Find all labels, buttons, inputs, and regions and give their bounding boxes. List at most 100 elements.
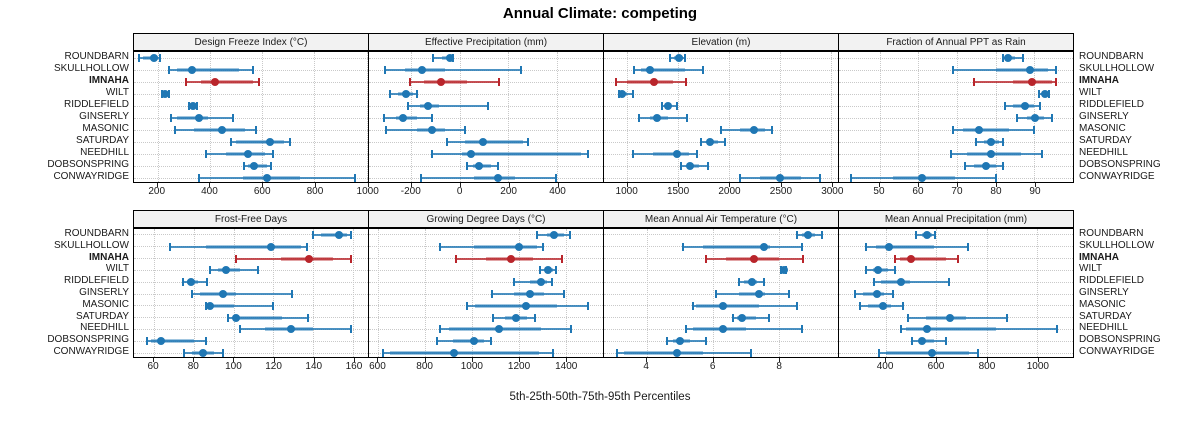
site-label-right: MASONIC (1079, 298, 1126, 310)
gridline-vertical (729, 52, 731, 182)
whisker-cap (892, 290, 895, 298)
gridline-vertical (366, 52, 368, 182)
whisker-cap (660, 102, 663, 110)
whisker-cap (466, 162, 469, 170)
median-dot (653, 114, 662, 122)
iqr-band-25-75 (739, 292, 766, 296)
iqr-band-25-75 (232, 315, 283, 320)
whisker-cap (1039, 102, 1042, 110)
site-label-left: MASONIC (82, 298, 129, 310)
gridline-horizontal (369, 129, 603, 131)
tick-mark (678, 183, 680, 187)
tick-mark (193, 358, 195, 362)
tick-label: 80 (187, 361, 199, 372)
whisker-cap (933, 230, 936, 239)
median-dot (749, 126, 758, 134)
whisker-cap (706, 162, 709, 170)
median-dot (673, 150, 682, 158)
site-label-right: GINSERLY (1079, 287, 1129, 298)
tick-mark (917, 183, 919, 187)
iqr-band-25-75 (696, 303, 759, 308)
whisker-cap (307, 313, 310, 322)
site-label-right: WILT (1079, 87, 1103, 98)
whisker-cap (684, 78, 687, 86)
tick-label: -200 (400, 186, 421, 197)
whisker-5-95 (716, 293, 789, 295)
median-dot (218, 290, 227, 298)
tick-mark (410, 183, 412, 187)
median-dot (450, 349, 459, 358)
tick-label: 1200 (507, 361, 531, 372)
gridline-vertical (471, 229, 473, 357)
iqr-band-25-75 (205, 244, 302, 249)
gridline-horizontal (604, 57, 838, 59)
site-label-left: DOBSONSPRING (47, 159, 129, 170)
iqr-band-25-75 (453, 339, 484, 344)
whisker-cap (1048, 90, 1051, 98)
whisker-cap (513, 278, 516, 287)
whisker-cap (975, 138, 978, 146)
whisker-5-95 (874, 281, 949, 284)
tick-label: 200 (500, 186, 517, 197)
median-dot (265, 138, 274, 146)
whisker-5-95 (633, 153, 697, 155)
gridline-horizontal (134, 117, 368, 119)
whisker-cap (1054, 78, 1057, 86)
whisker-cap (382, 114, 385, 122)
gridline-horizontal (134, 352, 368, 354)
median-dot (779, 266, 788, 275)
iqr-band-25-75 (475, 303, 558, 308)
iqr-band-25-75 (150, 339, 194, 344)
whisker-cap (738, 278, 741, 287)
whisker-cap (632, 90, 635, 98)
whisker-cap (914, 230, 917, 239)
whisker-5-95 (721, 129, 773, 131)
whisker-cap (174, 126, 177, 134)
whisker-5-95 (239, 328, 352, 331)
median-dot (1021, 102, 1030, 110)
site-label-left: IMNAHA (89, 75, 129, 86)
whisker-5-95 (912, 340, 947, 343)
median-dot (188, 102, 197, 110)
tick-label: 50 (873, 186, 885, 197)
whisker-cap (947, 278, 950, 287)
whisker-5-95 (205, 304, 274, 307)
iqr-band-25-75 (875, 244, 934, 249)
median-dot (923, 230, 932, 239)
tick-mark (936, 358, 937, 362)
tick-label: 1000 (356, 186, 379, 197)
gridline-horizontal (839, 281, 1073, 283)
tick-label: 800 (306, 186, 324, 197)
whisker-5-95 (235, 257, 352, 260)
whisker-5-95 (680, 165, 708, 167)
tick-mark (209, 183, 211, 187)
site-label-left: DOBSONSPRING (47, 334, 129, 346)
iqr-band-25-75 (652, 152, 689, 156)
whisker-cap (715, 290, 718, 298)
gridline-horizontal (839, 234, 1073, 236)
whisker-cap (272, 301, 275, 310)
median-dot (906, 254, 915, 263)
whisker-cap (873, 278, 876, 287)
median-dot (267, 242, 276, 251)
whisker-cap (159, 54, 162, 62)
iqr-band-25-75 (177, 68, 239, 72)
gridline-vertical (314, 52, 316, 182)
gridline-horizontal (839, 117, 1073, 119)
tick-label: 200 (148, 186, 166, 197)
median-dot (874, 266, 883, 275)
iqr-band-25-75 (177, 116, 209, 120)
whisker-cap (257, 266, 260, 275)
whisker-cap (637, 114, 640, 122)
site-label-right: RIDDLEFIELD (1079, 275, 1145, 287)
whisker-5-95 (407, 105, 488, 107)
whisker-cap (312, 230, 315, 239)
whisker-5-95 (692, 304, 797, 307)
whisker-cap (705, 254, 708, 263)
gridline-vertical (627, 52, 629, 182)
median-dot (804, 230, 813, 239)
gridline-horizontal (134, 234, 368, 236)
median-dot (512, 313, 521, 322)
tick-label: 80 (990, 186, 1002, 197)
